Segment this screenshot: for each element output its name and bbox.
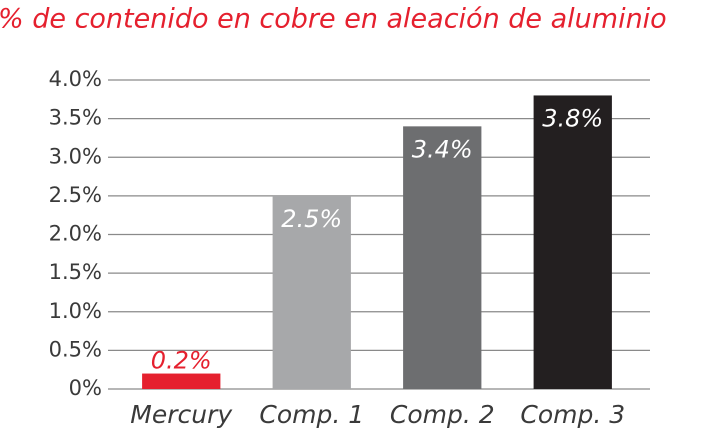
bar — [533, 95, 612, 389]
x-tick-label: Comp. 3 — [520, 400, 625, 429]
bar — [142, 373, 221, 389]
x-tick-label: Comp. 1 — [259, 400, 364, 429]
y-tick-label: 3.5% — [49, 106, 102, 130]
x-tick-label: Mercury — [130, 400, 233, 429]
y-tick-label: 1.5% — [49, 260, 102, 284]
y-tick-label: 4.0% — [49, 67, 102, 91]
chart-title: % de contenido en cobre en aleación de a… — [0, 4, 667, 35]
data-label: 3.4% — [412, 135, 473, 163]
bar — [403, 126, 482, 389]
y-tick-label: 0% — [69, 376, 102, 400]
y-tick-label: 2.5% — [49, 183, 102, 207]
y-tick-label: 0.5% — [49, 337, 102, 361]
bar — [272, 195, 351, 389]
data-label: 3.8% — [542, 104, 603, 132]
data-label: 2.5% — [281, 205, 342, 233]
y-tick-label: 2.0% — [49, 222, 102, 246]
y-tick-label: 1.0% — [49, 299, 102, 323]
data-label: 0.2% — [151, 347, 212, 375]
y-tick-label: 3.0% — [49, 144, 102, 168]
x-tick-label: Comp. 2 — [390, 400, 495, 429]
